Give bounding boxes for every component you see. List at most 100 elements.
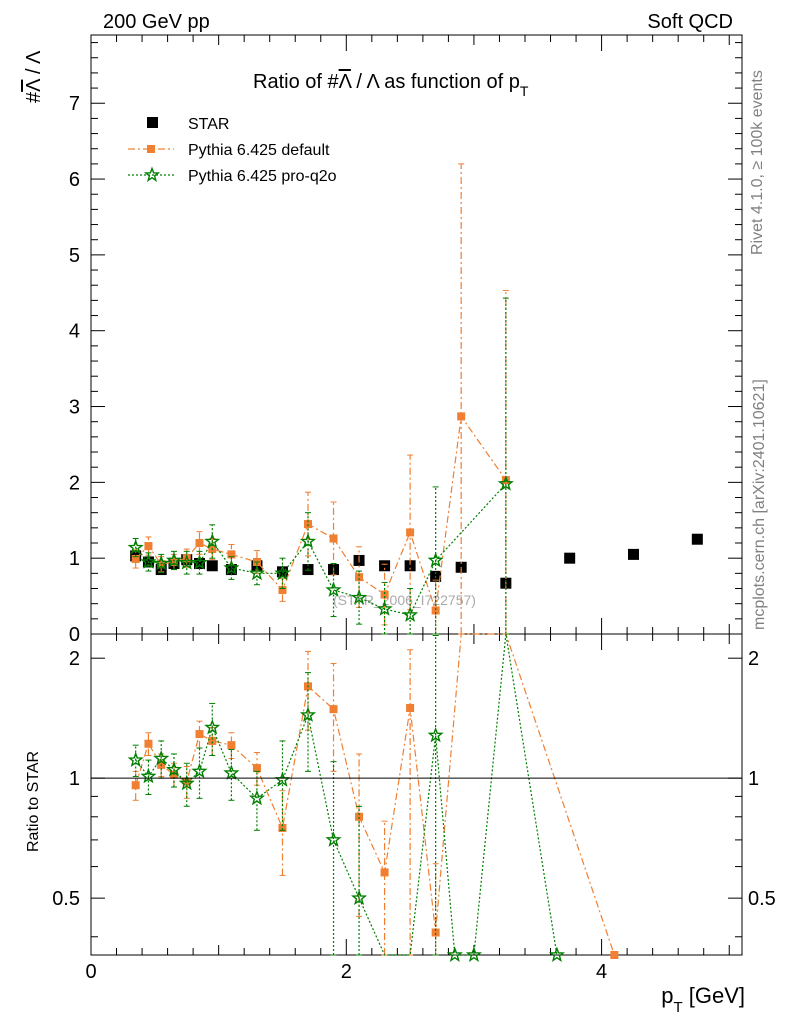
star-data-point	[404, 560, 416, 572]
title-lambda-bar: Λ	[339, 71, 353, 93]
xlabel-post: [GeV]	[683, 983, 745, 1008]
xtick-label: 0	[85, 961, 96, 983]
default-ratio-point	[278, 823, 287, 832]
default-ratio-point	[380, 868, 389, 877]
proq2o-main-point	[140, 553, 157, 569]
title-mid: / Λ as function of p	[351, 71, 520, 93]
proq2o-ratio-point	[165, 761, 183, 777]
proq2o-main-point	[325, 581, 342, 597]
proq2o-main-point	[153, 554, 170, 571]
main-ytick-label: 3	[69, 397, 80, 419]
ratio-ticks	[91, 657, 742, 938]
proq2o-main-point	[497, 475, 514, 491]
main-ylabel: #Λ / Λ	[23, 50, 45, 103]
legend-star-marker	[147, 117, 158, 128]
main-ytick-label: 0	[69, 624, 80, 646]
ratio-ytick-label-right: 1	[748, 768, 759, 790]
source-text: mcplots.cern.ch [arXiv:2401.10621]	[751, 379, 768, 630]
ratio-ytick-label: 1	[69, 768, 80, 790]
default-main-point	[304, 520, 312, 529]
header-right: Soft QCD	[647, 11, 733, 33]
default-main-point	[144, 542, 153, 551]
proq2o-ratio-point	[178, 774, 195, 791]
legend-proq2o-star	[143, 166, 161, 182]
legend-proq2o-marker	[143, 166, 161, 182]
default-main-point	[457, 412, 466, 421]
main-ytick-label: 1	[69, 548, 80, 570]
default-ratio-point	[355, 812, 364, 821]
main-ticks	[91, 42, 742, 635]
default-main-point	[169, 557, 178, 566]
default-main-line	[135, 414, 507, 611]
proq2o-main-point	[165, 552, 183, 568]
proq2o-main-point	[427, 552, 444, 568]
main-ytick-label: 6	[69, 169, 80, 191]
proq2o-main-point	[248, 564, 265, 581]
default-main-point	[329, 534, 338, 543]
star-data-point	[691, 533, 703, 545]
proq2o-ratio-point	[140, 767, 157, 784]
default-ratio-point	[208, 736, 217, 745]
main-data-layer	[127, 163, 703, 635]
default-ratio-point	[144, 739, 153, 748]
proq2o-ratio-point	[548, 946, 566, 962]
proq2o-main-point	[299, 532, 317, 549]
ratio-ytick-label: 2	[69, 648, 80, 670]
proq2o-main-point	[223, 559, 240, 575]
star-data-point	[194, 557, 205, 569]
legend-star-label: STAR	[188, 116, 229, 133]
main-ytick-label: 2	[69, 472, 80, 494]
proq2o-main-line	[135, 483, 507, 616]
legend-proq2o-label: Pythia 6.425 pro-q2o	[188, 168, 337, 185]
star-data-point	[628, 548, 639, 560]
ratio-ytick-label: 0.5	[52, 888, 80, 910]
default-ratio-point	[610, 951, 619, 959]
proq2o-ratio-point	[248, 789, 265, 806]
ratio-data-layer	[127, 633, 619, 962]
proq2o-main-point	[204, 532, 221, 549]
default-main-point	[380, 590, 389, 599]
legend-default-marker	[147, 145, 155, 153]
legend-default-label: Pythia 6.425 default	[188, 142, 330, 159]
ratio-ytick-label-right: 2	[748, 648, 759, 670]
star-data-point	[379, 560, 391, 572]
ylabel-lambda-bar: Λ	[23, 78, 45, 92]
default-ratio-point	[195, 730, 204, 739]
star-data-point	[564, 552, 576, 564]
proq2o-main-point	[402, 606, 419, 622]
default-main-point	[431, 606, 440, 615]
proq2o-ratio-point	[153, 749, 170, 766]
proq2o-ratio-point	[299, 706, 317, 722]
default-ratio-point	[227, 741, 236, 750]
default-main-point	[406, 528, 415, 537]
default-main-point	[131, 554, 140, 563]
proq2o-ratio-point	[127, 751, 144, 768]
ylabel-pre: #	[23, 91, 45, 103]
xtick-label: 2	[341, 961, 352, 983]
analysis-watermark: (STAR_2006_I722757)	[333, 592, 476, 608]
title-pre: Ratio of #	[253, 71, 339, 93]
main-ytick-label: 4	[69, 321, 80, 343]
xlabel-pre: p	[661, 983, 673, 1008]
default-main-point	[355, 573, 364, 582]
proq2o-ratio-point	[427, 726, 444, 743]
ratio-panel-frame	[90, 633, 743, 956]
star-data-point	[206, 560, 218, 572]
xtick-label: 4	[596, 961, 607, 983]
xlabel-sub: T	[673, 999, 682, 1016]
proq2o-ratio-line	[135, 633, 558, 956]
default-ratio-point	[406, 703, 415, 712]
rivet-version-text: Rivet 4.1.0, ≥ 100k events	[749, 70, 766, 255]
legend: STAR Pythia 6.425 default Pythia 6.425 p…	[128, 116, 337, 185]
default-ratio-point	[131, 781, 140, 790]
default-ratio-point	[431, 928, 440, 937]
proq2o-ratio-point	[223, 764, 240, 780]
proq2o-main-point	[191, 554, 208, 570]
ylabel-post: / Λ	[23, 50, 45, 80]
proq2o-ratio-point	[465, 946, 483, 962]
proq2o-main-point	[127, 539, 144, 555]
default-main-point	[227, 550, 236, 559]
